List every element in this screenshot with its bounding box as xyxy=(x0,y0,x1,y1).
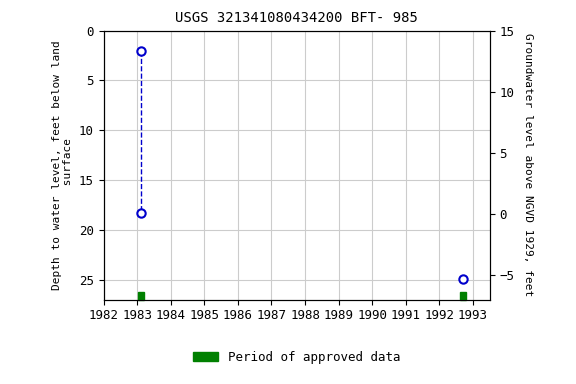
Y-axis label: Groundwater level above NGVD 1929, feet: Groundwater level above NGVD 1929, feet xyxy=(522,33,533,297)
Title: USGS 321341080434200 BFT- 985: USGS 321341080434200 BFT- 985 xyxy=(175,12,418,25)
Y-axis label: Depth to water level, feet below land
 surface: Depth to water level, feet below land su… xyxy=(52,40,73,290)
Bar xyxy=(138,291,143,300)
Bar xyxy=(460,291,466,300)
Legend: Period of approved data: Period of approved data xyxy=(188,346,406,369)
